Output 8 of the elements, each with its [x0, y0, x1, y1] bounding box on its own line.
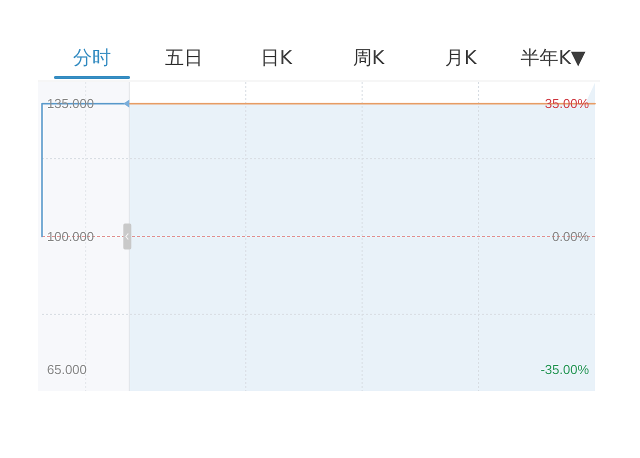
- tab-label: 分时: [73, 47, 111, 69]
- tab-label: 日K: [260, 47, 292, 69]
- tab-label: 周K: [352, 47, 384, 69]
- tab-label: 月K: [445, 47, 477, 69]
- tab-label: 半年K▼: [520, 47, 586, 69]
- tab-label: 五日: [165, 47, 204, 69]
- y-tick-label: 65.000: [47, 362, 87, 377]
- y2-tick-label: -35.00%: [540, 362, 590, 377]
